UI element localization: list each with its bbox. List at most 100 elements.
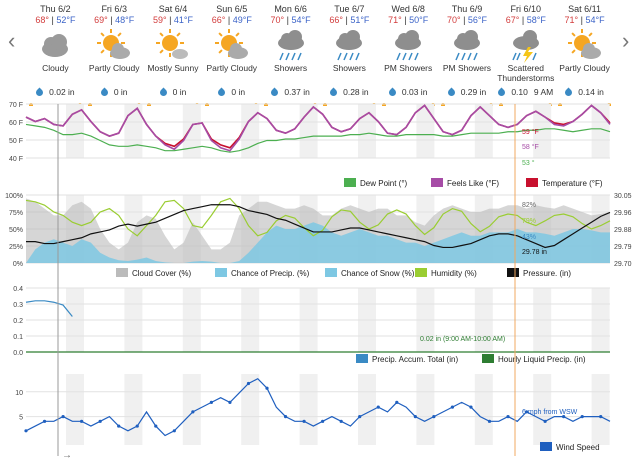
- y-tick-label: 0%: [13, 261, 23, 268]
- night-band: [299, 104, 318, 158]
- wind-point: [450, 405, 455, 409]
- raindrop-icon: [99, 87, 110, 97]
- night-band: [66, 374, 84, 445]
- night-band: [533, 104, 552, 158]
- y-tick-label: 5: [19, 415, 23, 422]
- night-band: [299, 374, 318, 445]
- series-line: [25, 104, 611, 152]
- wind-point: [543, 419, 547, 423]
- forecast-precip-value: 0.28 in: [343, 87, 369, 97]
- forecast-low: 51°F: [350, 15, 370, 25]
- y-tick-label: 10: [15, 390, 23, 397]
- night-band: [591, 288, 610, 352]
- forecast-day[interactable]: Mon 6/6 70° | 54°F Showers 0.37 in: [261, 0, 320, 108]
- wind-point: [61, 415, 65, 419]
- forecast-temps: 70° | 54°F: [270, 15, 311, 25]
- wind-point: [283, 415, 288, 419]
- y2-tick-label: 29.79: [614, 244, 632, 251]
- night-band: [66, 288, 84, 352]
- night-band: [358, 288, 376, 352]
- forecast-date: Sat 6/11: [568, 4, 601, 14]
- cloud-cover-area: [26, 198, 610, 263]
- wind-point: [154, 424, 158, 428]
- legend-swatch: [431, 178, 443, 187]
- wind-point: [246, 381, 251, 386]
- night-band: [241, 104, 260, 158]
- night-band: [533, 288, 552, 352]
- legend-label: Humidity (%): [431, 269, 477, 278]
- next-arrow-icon[interactable]: ›: [622, 28, 630, 53]
- night-band: [358, 195, 376, 263]
- legend-swatch: [344, 178, 356, 187]
- forecast-day[interactable]: Sat 6/11 71° | 54°F Partly Cloudy 0.14 i…: [555, 0, 614, 108]
- forecast-high: 70°: [270, 15, 285, 25]
- forecast-temps: 66° | 51°F: [329, 15, 370, 25]
- forecast-date: Thu 6/2: [40, 4, 71, 14]
- previous-arrow-icon[interactable]: ‹: [8, 28, 16, 53]
- wind-point: [432, 415, 436, 419]
- forecast-temps: 71° | 50°F: [388, 15, 429, 25]
- series-line: [25, 123, 611, 153]
- forecast-precip-value: 0.02 in: [49, 87, 75, 97]
- forecast-condition: Partly Cloudy: [559, 63, 610, 73]
- forecast-day[interactable]: Tue 6/7 66° | 51°F Showers 0.28 in: [320, 0, 379, 108]
- scroll-arrow-icon: →: [62, 450, 72, 461]
- forecast-condition: Showers: [274, 63, 308, 73]
- night-band: [241, 195, 260, 263]
- forecast-low: 49°F: [232, 15, 252, 25]
- legend-label: Precip. Accum. Total (in): [372, 355, 458, 364]
- wind-point: [469, 405, 473, 409]
- series-line: [25, 197, 611, 237]
- forecast-precip-value: 0.37 in: [284, 87, 310, 97]
- wind-point: [580, 415, 584, 419]
- y-tick-label: 25%: [9, 244, 23, 251]
- forecast-temps: 70° | 56°F: [446, 15, 488, 25]
- y-tick-label: 0.2: [13, 318, 23, 325]
- sun-markers: [320, 103, 379, 106]
- forecast-condition: Cloudy: [42, 63, 69, 73]
- forecast-temps: 59° | 41°F: [152, 15, 194, 25]
- cloudy-icon: [26, 27, 85, 63]
- wind-point: [265, 386, 269, 390]
- legend-swatch: [526, 178, 538, 187]
- legend-swatch: [325, 268, 337, 277]
- night-band: [533, 374, 552, 445]
- forecast-date: Sun 6/5: [216, 4, 248, 14]
- forecast-condition: PM Showers: [384, 63, 433, 73]
- forecast-precip: 0.29 in: [438, 87, 497, 97]
- legend-label: Dew Point (°): [360, 179, 408, 188]
- forecast-condition: Showers: [332, 63, 366, 73]
- forecast-day[interactable]: Sun 6/5 66° | 49°F Partly Cloudy 0 in: [202, 0, 261, 108]
- forecast-high: 70°: [446, 15, 461, 25]
- forecast-day[interactable]: Fri 6/3 69° | 48°F Partly Cloudy 0 in: [85, 0, 144, 108]
- raindrop-icon: [269, 87, 280, 97]
- wind-point: [80, 419, 84, 423]
- wind-point: [358, 415, 362, 419]
- forecast-day[interactable]: Thu 6/9 70° | 56°F PM Showers 0.29 in: [438, 0, 497, 108]
- forecast-day[interactable]: Sat 6/4 59° | 41°F Mostly Sunny 0 in: [144, 0, 203, 108]
- wind-point: [117, 424, 121, 428]
- raindrop-icon: [34, 87, 45, 97]
- mostly-sunny-icon: [144, 27, 203, 63]
- forecast-day[interactable]: Thu 6/2 68° | 52°F Cloudy 0.02 in: [26, 0, 85, 108]
- night-band: [299, 195, 318, 263]
- legend-swatch: [415, 268, 427, 277]
- forecast-day[interactable]: Wed 6/8 71° | 50°F PM Showers 0.03 in: [379, 0, 438, 108]
- forecast-high: 67°: [505, 15, 520, 25]
- raindrop-icon: [328, 87, 339, 97]
- raindrop-icon: [496, 87, 507, 97]
- y-tick-label: 100%: [5, 193, 23, 200]
- sun-markers: [85, 103, 144, 106]
- wind-point: [487, 419, 492, 423]
- wind-point: [339, 419, 343, 423]
- forecast-high: 69°: [94, 15, 108, 25]
- night-band: [416, 104, 435, 158]
- thunderstorm-icon: [496, 27, 555, 63]
- forecast-day[interactable]: Fri 6/10 67° | 58°F Scattered Thundersto…: [496, 0, 555, 108]
- forecast-precip: 0.03 in: [379, 87, 438, 97]
- raindrop-icon: [387, 87, 398, 97]
- forecast-low: 54°F: [585, 15, 605, 25]
- night-band: [474, 104, 493, 158]
- night-band: [241, 374, 260, 445]
